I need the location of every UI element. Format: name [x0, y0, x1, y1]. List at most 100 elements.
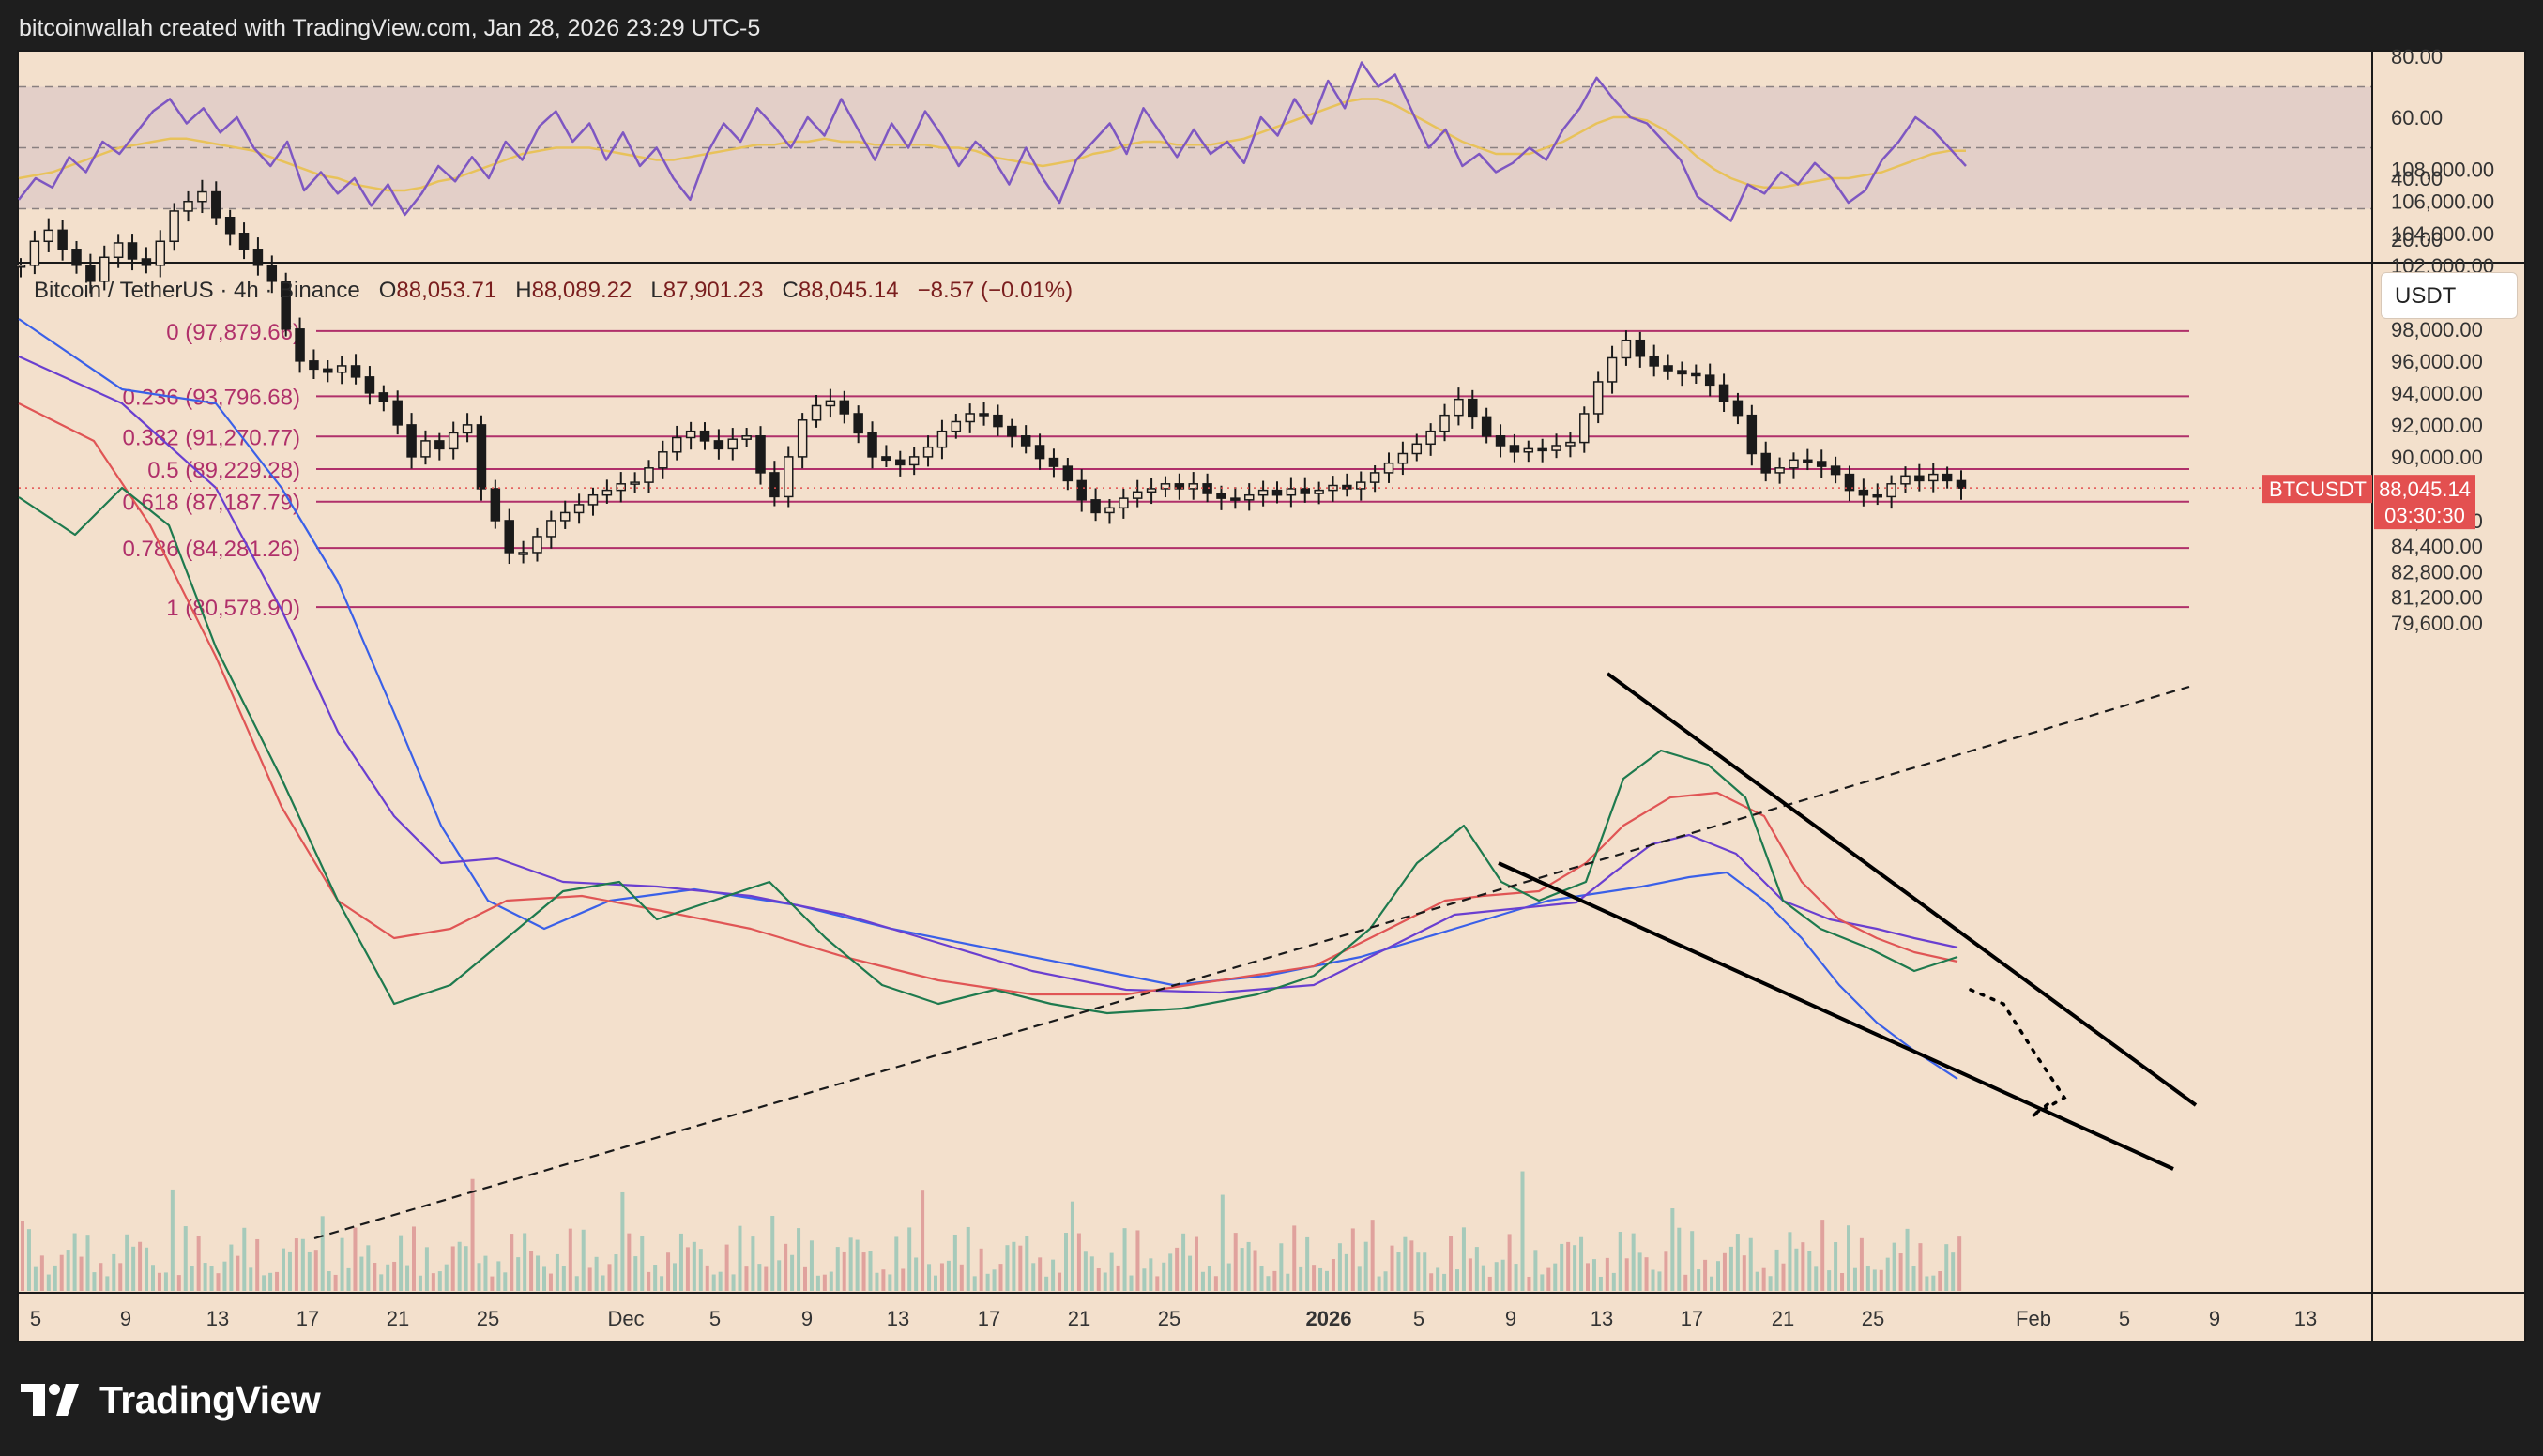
- volume-bar: [1442, 1273, 1447, 1291]
- rsi-tick-label: 20.00: [2391, 228, 2443, 251]
- volume-bar: [1207, 1266, 1211, 1291]
- volume-bar: [353, 1227, 358, 1291]
- volume-bar: [1142, 1268, 1147, 1291]
- candle-body: [183, 200, 193, 212]
- candle-body: [965, 413, 975, 423]
- volume-bar: [1312, 1265, 1317, 1291]
- candle-body: [1509, 445, 1520, 453]
- volume-bar: [1586, 1263, 1590, 1291]
- volume-bar: [125, 1234, 129, 1291]
- volume-bar: [1540, 1274, 1545, 1291]
- volume-bar: [46, 1274, 51, 1291]
- volume-bar: [1579, 1236, 1584, 1291]
- volume-bar: [1122, 1228, 1127, 1291]
- candle-body: [1718, 384, 1729, 402]
- volume-bar: [529, 1251, 534, 1291]
- candle-body: [420, 440, 431, 458]
- fib-level-label: 0.618 (87,187.79): [123, 491, 300, 516]
- candle-body: [936, 430, 948, 448]
- volume-bar: [777, 1260, 782, 1291]
- tradingview-logo[interactable]: TradingView: [21, 1372, 321, 1428]
- volume-bar: [581, 1229, 586, 1291]
- time-tick-label: 5: [2119, 1307, 2130, 1330]
- volume-bar: [1240, 1248, 1244, 1291]
- time-tick-label: 25: [1862, 1307, 1884, 1330]
- attribution-text: bitcoinwallah created with TradingView.c…: [19, 15, 761, 41]
- candle-body: [1746, 414, 1758, 455]
- candle-body: [825, 400, 836, 407]
- volume-bar: [1416, 1252, 1421, 1291]
- candle-body: [1468, 398, 1478, 418]
- candle-body: [559, 511, 571, 522]
- candle-body: [908, 456, 920, 466]
- wedge-upper-trendline: [1606, 672, 2198, 1107]
- volume-bar: [848, 1237, 853, 1291]
- legend-close-label: C: [782, 278, 799, 303]
- volume-bar: [1892, 1242, 1896, 1291]
- volume-bar: [1774, 1249, 1779, 1291]
- volume-bar: [744, 1266, 749, 1291]
- time-tick-label: 5: [709, 1307, 721, 1330]
- volume-bar: [673, 1263, 677, 1291]
- volume-bar: [894, 1236, 899, 1291]
- volume-bar: [1363, 1241, 1368, 1291]
- volume-bar: [542, 1266, 546, 1291]
- volume-bar: [1149, 1258, 1153, 1291]
- volume-bar: [934, 1275, 937, 1291]
- candle-body: [755, 435, 766, 474]
- projected-path: [1969, 988, 2067, 1118]
- volume-bar: [1377, 1276, 1381, 1291]
- volume-bar: [1175, 1247, 1180, 1291]
- volume-bar: [1357, 1266, 1362, 1291]
- volume-bar: [888, 1274, 892, 1291]
- volume-bar: [1031, 1263, 1036, 1291]
- candle-body: [1202, 483, 1212, 494]
- candle-body: [1034, 445, 1045, 460]
- time-tick-label: 9: [2209, 1307, 2220, 1330]
- time-tick-label: 9: [1505, 1307, 1516, 1330]
- volume-bar: [979, 1248, 983, 1291]
- volume-bar: [1697, 1269, 1701, 1291]
- volume-bar: [1748, 1237, 1753, 1291]
- volume-bar: [914, 1257, 919, 1291]
- volume-bar: [523, 1233, 527, 1291]
- volume-bar: [1624, 1258, 1629, 1291]
- volume-bar: [33, 1266, 38, 1291]
- candle-body: [1803, 459, 1813, 463]
- volume-bar: [157, 1272, 161, 1291]
- volume-bar: [985, 1273, 990, 1291]
- volume-bar: [176, 1275, 181, 1291]
- chart-frame[interactable]: [17, 50, 2526, 1342]
- volume-bar: [85, 1235, 90, 1291]
- candle-body: [1076, 479, 1087, 501]
- candle-body: [43, 229, 54, 243]
- volume-bar: [1755, 1271, 1759, 1291]
- volume-bar: [1494, 1262, 1499, 1291]
- candle-body: [281, 281, 291, 330]
- volume-bar: [1383, 1271, 1388, 1291]
- candle-body: [127, 242, 138, 260]
- volume-bar: [1423, 1252, 1427, 1291]
- time-tick-label: 13: [2294, 1307, 2317, 1330]
- currency-selector[interactable]: USDT: [2381, 272, 2518, 319]
- candle-body: [1523, 447, 1534, 453]
- candle-body: [587, 493, 599, 506]
- volume-bar: [300, 1238, 305, 1291]
- volume-bar: [255, 1238, 260, 1291]
- candle-body: [1132, 491, 1143, 499]
- volume-bar: [666, 1252, 671, 1291]
- candle-body: [1830, 465, 1841, 476]
- volume-bar: [797, 1228, 801, 1291]
- symbol-legend: Bitcoin / TetherUS · 4h · Binance O88,05…: [34, 278, 1073, 304]
- fib-level-label: 0.236 (93,796.68): [123, 385, 300, 410]
- volume-bar: [1337, 1243, 1342, 1291]
- volume-bar: [855, 1239, 860, 1291]
- time-tick-label: 13: [1591, 1307, 1613, 1330]
- volume-bar: [1253, 1250, 1257, 1291]
- volume-bar: [275, 1271, 280, 1291]
- candle-body: [1886, 483, 1896, 498]
- candle-body: [71, 249, 82, 266]
- volume-bar: [1859, 1237, 1864, 1291]
- volume-bar: [99, 1263, 103, 1291]
